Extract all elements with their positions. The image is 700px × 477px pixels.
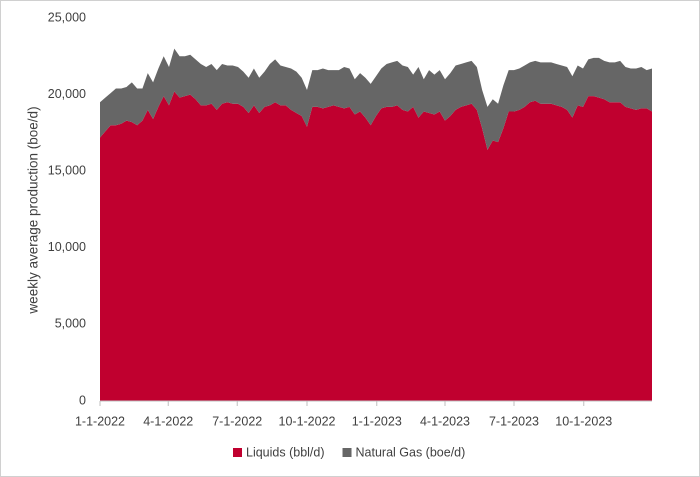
y-tick-label: 20,000: [48, 87, 86, 101]
x-tick-label: 1-1-2022: [75, 414, 125, 428]
x-tick-label: 4-1-2022: [143, 414, 193, 428]
legend-swatch: [342, 448, 352, 457]
area: [100, 48, 652, 150]
x-tick-label: 7-1-2022: [212, 414, 262, 428]
x-tick-label: 10-1-2023: [555, 414, 612, 428]
x-tick-label: 10-1-2022: [279, 414, 336, 428]
x-tick-label: 7-1-2023: [489, 414, 539, 428]
y-tick-label: 5,000: [55, 317, 86, 331]
legend-swatch: [233, 448, 242, 457]
legend-label: Natural Gas (boe/d): [356, 445, 466, 459]
y-tick-label: 10,000: [48, 240, 86, 254]
legend-label: Liquids (bbl/d): [246, 445, 325, 459]
y-axis-label: weekly average production (boe/d): [26, 106, 41, 314]
y-tick-label: 15,000: [48, 163, 86, 177]
area: [100, 91, 652, 401]
x-tick-label: 1-1-2023: [352, 414, 402, 428]
y-tick-label: 25,000: [48, 10, 86, 24]
y-tick-label: 0: [79, 393, 86, 407]
x-tick-label: 4-1-2023: [420, 414, 470, 428]
